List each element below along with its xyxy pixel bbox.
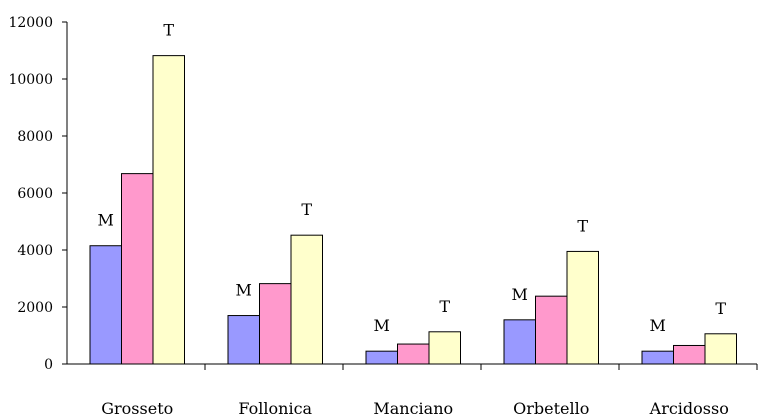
bar-orbetello-s2 <box>566 250 599 365</box>
bar-grosseto-s0 <box>89 245 122 365</box>
data-label-t: T <box>163 21 174 40</box>
y-tick-label: 12000 <box>8 15 53 31</box>
bar-grosseto-s2 <box>152 55 185 365</box>
bar-manciano-s0 <box>365 350 398 365</box>
bar-orbetello-s0 <box>503 319 536 365</box>
data-label-m: M <box>512 285 528 304</box>
y-tick-label: 6000 <box>17 186 53 202</box>
data-label-m: M <box>236 281 252 300</box>
data-label-t: T <box>301 200 312 219</box>
data-label-m: M <box>98 211 114 230</box>
data-label-m: M <box>374 316 390 335</box>
bar-follonica-s2 <box>290 234 323 365</box>
x-category-label: Arcidosso <box>649 399 729 418</box>
data-label-t: T <box>715 299 726 318</box>
bar-follonica-s1 <box>259 283 292 365</box>
y-tick-label: 8000 <box>17 129 53 145</box>
x-category-label: Orbetello <box>513 399 589 418</box>
bar-orbetello-s1 <box>535 295 568 365</box>
y-tick-label: 10000 <box>8 72 53 88</box>
data-label-t: T <box>439 297 450 316</box>
bar-arcidosso-s1 <box>673 344 706 365</box>
x-category-label: Manciano <box>373 399 453 418</box>
bar-arcidosso-s0 <box>641 350 674 365</box>
data-label-m: M <box>650 316 666 335</box>
y-tick-label: 0 <box>44 357 53 373</box>
x-category-label: Follonica <box>238 399 312 418</box>
y-tick-label: 2000 <box>17 300 53 316</box>
bar-grosseto-s1 <box>121 173 154 365</box>
data-label-t: T <box>577 216 588 235</box>
bar-arcidosso-s2 <box>704 333 737 365</box>
bar-manciano-s1 <box>397 343 430 365</box>
y-tick-label: 4000 <box>17 243 53 259</box>
bar-manciano-s2 <box>428 331 461 365</box>
x-category-label: Grosseto <box>101 399 173 418</box>
bar-follonica-s0 <box>227 315 260 365</box>
